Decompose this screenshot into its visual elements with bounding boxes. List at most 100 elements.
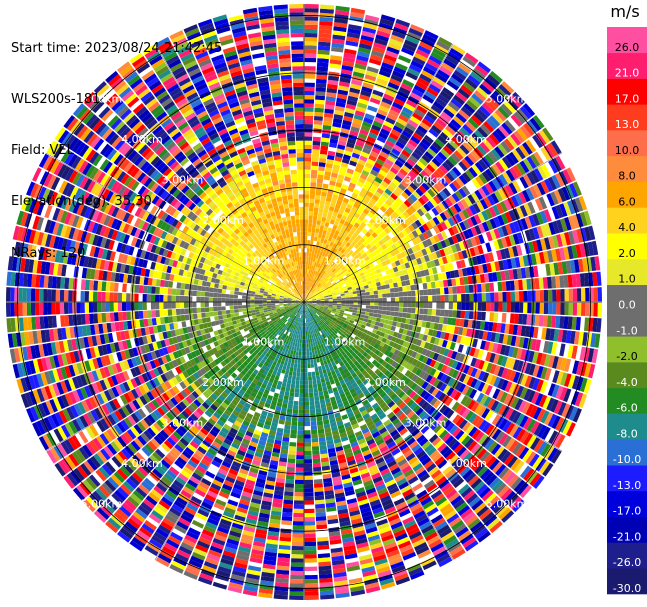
- gate-cell: [304, 119, 314, 125]
- gate-cell: [383, 54, 397, 63]
- gate-cell: [428, 128, 440, 138]
- gate-cell: [314, 199, 320, 204]
- gate-cell: [377, 26, 392, 35]
- gate-cell: [427, 176, 436, 186]
- gate-cell: [326, 88, 338, 94]
- gate-cell: [318, 259, 323, 265]
- gate-cell: [384, 188, 393, 196]
- gate-cell: [320, 145, 329, 151]
- gate-cell: [298, 401, 304, 406]
- gate-cell: [326, 92, 337, 98]
- gate-cell: [344, 308, 349, 312]
- gate-cell: [307, 290, 310, 295]
- gate-cell: [342, 154, 351, 161]
- gate-cell: [390, 203, 398, 212]
- gate-cell: [386, 113, 398, 122]
- gate-cell: [321, 191, 327, 197]
- gate-cell: [479, 83, 492, 96]
- gate-cell: [332, 122, 342, 128]
- gate-cell: [526, 278, 532, 290]
- gate-cell: [378, 105, 390, 113]
- gate-cell: [385, 310, 391, 316]
- gate-cell: [317, 233, 323, 238]
- gate-cell: [306, 347, 310, 352]
- gate-cell: [382, 191, 390, 199]
- gate-cell: [378, 298, 383, 302]
- gate-cell: [304, 37, 318, 42]
- gate-cell: [343, 220, 350, 227]
- gate-cell: [415, 308, 420, 314]
- gate-cell: [336, 235, 342, 241]
- gate-cell: [316, 524, 328, 530]
- gate-cell: [462, 141, 473, 153]
- gate-cell: [506, 291, 511, 302]
- gate-cell: [432, 141, 443, 151]
- gate-cell: [368, 283, 373, 289]
- gate-cell: [349, 304, 354, 308]
- gate-cell: [292, 521, 304, 526]
- gate-cell: [311, 270, 315, 275]
- gate-cell: [291, 554, 304, 559]
- gate-cell: [431, 288, 437, 295]
- gate-cell: [300, 330, 303, 336]
- gate-cell: [407, 296, 412, 302]
- gate-cell: [336, 93, 348, 100]
- gate-cell: [405, 173, 415, 182]
- gate-cell: [490, 93, 503, 106]
- gate-cell: [395, 94, 407, 103]
- gate-cell: [309, 404, 315, 410]
- gate-cell: [316, 258, 321, 264]
- gate-cell: [285, 474, 295, 480]
- gate-cell: [342, 60, 355, 68]
- gate-cell: [304, 496, 314, 501]
- gate-cell: [436, 180, 446, 190]
- gate-cell: [415, 81, 428, 91]
- gate-cell: [293, 508, 304, 514]
- gate-cell: [394, 292, 400, 297]
- gate-cell: [359, 243, 366, 250]
- gate-cell: [290, 570, 304, 576]
- gate-cell: [323, 120, 333, 127]
- gate-cell: [335, 260, 340, 265]
- gate-cell: [308, 384, 313, 389]
- gate-cell: [438, 280, 444, 288]
- gate-cell: [461, 158, 471, 169]
- gate-cell: [356, 234, 362, 241]
- gate-cell: [424, 212, 433, 221]
- gate-cell: [313, 262, 317, 267]
- gate-cell: [353, 237, 360, 244]
- gate-cell: [312, 454, 321, 460]
- gate-cell: [348, 182, 356, 189]
- gate-cell: [324, 244, 330, 249]
- gate-cell: [319, 157, 327, 163]
- gate-cell: [421, 182, 430, 191]
- gate-cell: [330, 55, 343, 61]
- gate-cell: [311, 227, 316, 233]
- gate-cell: [369, 291, 374, 295]
- gate-cell: [305, 277, 307, 282]
- gate-cell: [329, 232, 335, 238]
- gate-cell: [319, 250, 324, 256]
- gate-cell: [341, 304, 346, 307]
- gate-cell: [319, 395, 325, 401]
- ray: [304, 70, 503, 302]
- gate-cell: [354, 166, 363, 174]
- gate-cell: [305, 273, 307, 278]
- gate-cell: [441, 62, 455, 73]
- gate-cell: [300, 359, 304, 365]
- gate-cell: [301, 351, 304, 356]
- gate-cell: [306, 260, 309, 265]
- gate-cell: [319, 16, 334, 23]
- gate-cell: [284, 491, 294, 497]
- gate-cell: [385, 173, 394, 182]
- gate-cell: [311, 278, 315, 284]
- gate-cell: [360, 90, 372, 98]
- gate-cell: [340, 253, 346, 259]
- gate-cell: [294, 488, 304, 493]
- gate-cell: [298, 405, 304, 410]
- gate-cell: [350, 252, 357, 258]
- gate-cell: [478, 105, 491, 118]
- gate-cell: [338, 81, 350, 88]
- gate-cell: [334, 109, 344, 116]
- gate-cell: [348, 309, 354, 313]
